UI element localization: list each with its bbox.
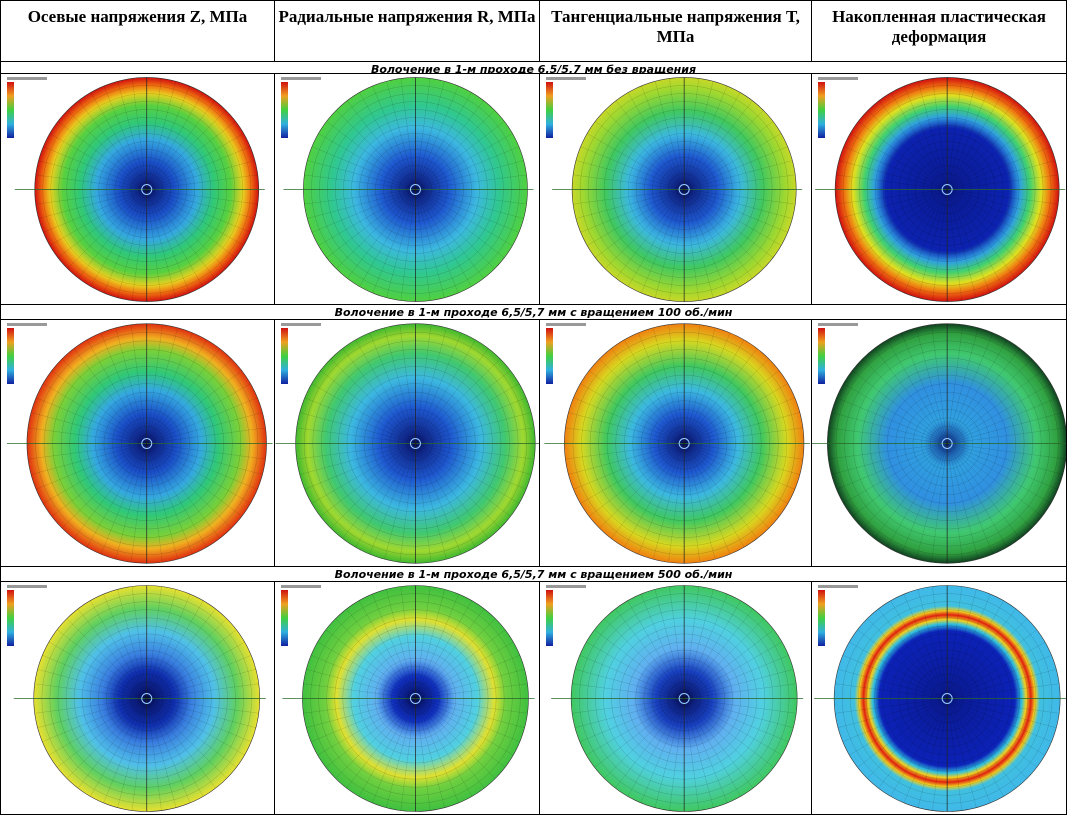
stress-field-image [1, 74, 275, 304]
stress-field-image [540, 582, 811, 814]
stress-field-image [275, 582, 539, 814]
stress-field-image [275, 74, 539, 304]
result-image-cell [812, 582, 1067, 815]
result-image-cell [540, 582, 812, 815]
column-header: Радиальные напряжения R, МПа [275, 0, 540, 62]
result-image-cell [0, 320, 275, 567]
column-header: Тангенциальные напряжения Т, МПа [540, 0, 812, 62]
section-title: Волочение в 1-м проходе 6,5/5,7 мм с вра… [0, 305, 1067, 320]
column-header: Осевые напряжения Z, МПа [0, 0, 275, 62]
stress-field-image [812, 74, 1066, 304]
result-image-cell [0, 582, 275, 815]
result-image-cell [540, 74, 812, 305]
stress-field-image [540, 74, 811, 304]
result-image-cell [540, 320, 812, 567]
stress-field-image [1, 582, 275, 814]
stress-field-image [812, 320, 1066, 566]
stress-field-image [1, 320, 275, 566]
result-image-cell [275, 582, 540, 815]
result-image-cell [0, 74, 275, 305]
result-image-cell [812, 74, 1067, 305]
stress-field-image [540, 320, 811, 566]
result-image-cell [275, 74, 540, 305]
stress-field-image [275, 320, 539, 566]
stress-field-image [812, 582, 1066, 814]
column-header: Накопленная пластическая деформация [812, 0, 1067, 62]
section-title: Волочение в 1-м проходе 6,5/5,7 мм без в… [0, 62, 1067, 74]
result-image-cell [812, 320, 1067, 567]
document-table: Осевые напряжения Z, МПаРадиальные напря… [0, 0, 1067, 815]
result-image-cell [275, 320, 540, 567]
section-title: Волочение в 1-м проходе 6,5/5,7 мм с вра… [0, 567, 1067, 582]
